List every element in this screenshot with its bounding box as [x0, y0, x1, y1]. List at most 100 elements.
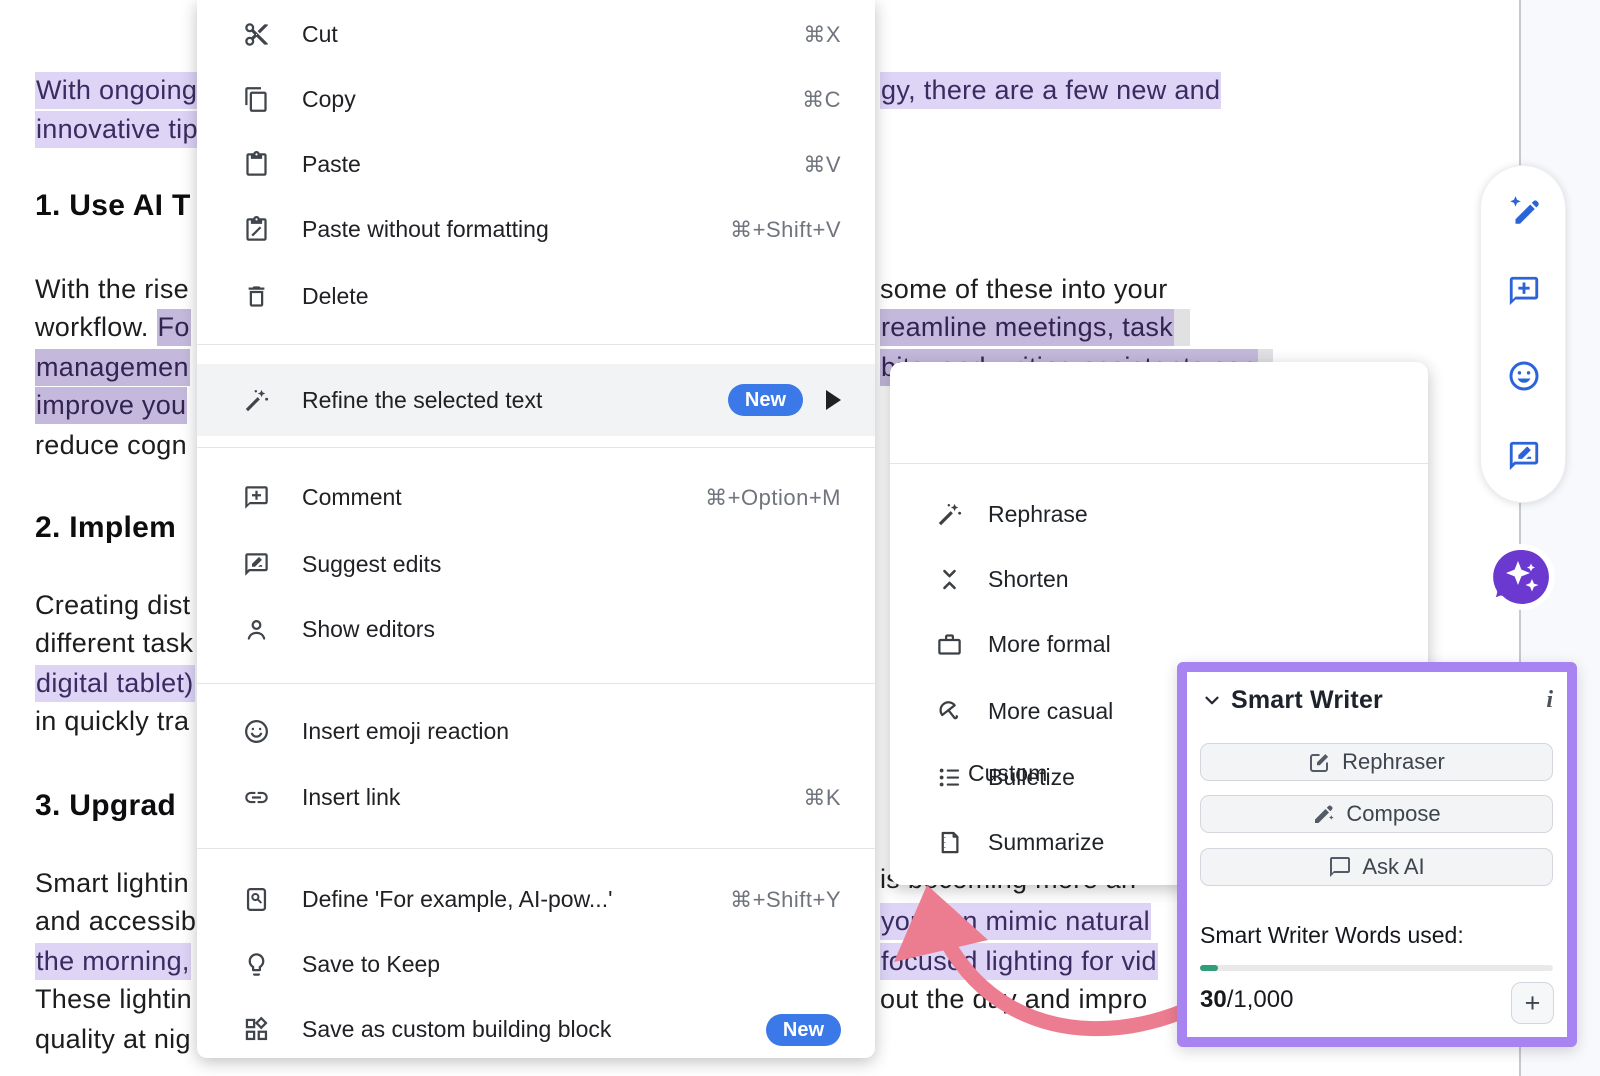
menu-item-show-editors[interactable]: Show editors	[197, 597, 875, 662]
submenu-item-label: Shorten	[988, 566, 1069, 592]
page-edge-line	[1519, 0, 1521, 1076]
menu-item-label: Copy	[302, 86, 356, 112]
menu-item-define[interactable]: Define 'For example, AI-pow...' ⌘+Shift+…	[197, 867, 875, 932]
menu-item-save-as-building-block[interactable]: Save as custom building block New	[197, 997, 875, 1062]
smart-writer-extension-bubble[interactable]	[1483, 539, 1561, 617]
magic-pen-icon[interactable]	[1507, 194, 1541, 228]
menu-item-label: Refine the selected text	[302, 386, 543, 413]
selection-tail	[1174, 309, 1190, 346]
words-used-label: Smart Writer Words used:	[1200, 922, 1464, 948]
add-comment-icon[interactable]	[1507, 274, 1541, 308]
submenu-item-summarize[interactable]: Summarize	[890, 810, 1428, 875]
rephraser-button[interactable]: Rephraser	[1200, 743, 1553, 781]
menu-shortcut: ⌘+Shift+V	[730, 216, 841, 242]
button-label: Ask AI	[1362, 854, 1425, 879]
emoji-icon[interactable]	[1507, 359, 1541, 393]
doc-text-line: focused lighting for vid	[880, 942, 1158, 981]
menu-item-insert-link[interactable]: Insert link ⌘K	[197, 765, 875, 830]
menu-item-delete[interactable]: Delete	[197, 264, 875, 329]
doc-text-line: quality at nig	[35, 1024, 191, 1054]
submenu-item-more-casual[interactable]: More casual	[890, 679, 1428, 744]
submenu-item-label: Summarize	[988, 829, 1105, 855]
pen-sparkle-icon	[1312, 802, 1336, 826]
doc-text-line: and accessib	[35, 906, 197, 936]
magic-wand-icon	[243, 387, 270, 414]
submenu-arrow-icon	[826, 390, 841, 410]
submenu-item-label: Rephrase	[988, 501, 1088, 527]
menu-item-label: Save to Keep	[302, 951, 441, 977]
bulleted-list-icon	[936, 764, 963, 791]
doc-text-line: innovative tip	[35, 110, 199, 149]
menu-item-insert-emoji-reaction[interactable]: Insert emoji reaction	[197, 699, 875, 764]
menu-shortcut: ⌘V	[803, 151, 841, 177]
umbrella-icon	[936, 698, 963, 725]
smart-writer-panel: Smart Writer i Rephraser Compose Ask AI …	[1177, 662, 1577, 1047]
paste-icon	[243, 151, 270, 178]
ask-ai-button[interactable]: Ask AI	[1200, 848, 1553, 886]
submenu-item-shorten[interactable]: Shorten	[890, 547, 1428, 612]
menu-item-refine-selected-text[interactable]: Refine the selected text New	[197, 364, 875, 436]
words-used-value: 30	[1200, 986, 1227, 1013]
info-icon[interactable]: i	[1546, 686, 1553, 713]
menu-item-paste[interactable]: Paste ⌘V	[197, 132, 875, 197]
menu-item-save-to-keep[interactable]: Save to Keep	[197, 932, 875, 997]
doc-text-line: different task	[35, 628, 194, 658]
menu-item-label: Delete	[302, 283, 369, 309]
submenu-item-custom[interactable]: Custom	[890, 741, 1428, 806]
menu-item-cut[interactable]: Cut ⌘X	[197, 2, 875, 67]
submenu-item-label: Bulletize	[988, 764, 1075, 790]
menu-shortcut: ⌘+Shift+Y	[730, 886, 841, 912]
person-icon	[243, 616, 270, 643]
scissors-icon	[243, 21, 270, 48]
doc-text-line: These lightin	[35, 984, 192, 1014]
button-label: Compose	[1346, 801, 1441, 826]
chat-bubble-icon	[1328, 855, 1352, 879]
smart-writer-header: Smart Writer i	[1201, 684, 1553, 716]
menu-item-label: Paste	[302, 151, 361, 177]
submenu-divider	[890, 463, 1428, 464]
paste-without-formatting-icon	[243, 216, 270, 243]
submenu-item-rephrase[interactable]: Rephrase	[890, 482, 1428, 547]
new-badge: New	[727, 384, 803, 416]
lightbulb-icon	[243, 951, 270, 978]
words-counter: 30/1,000	[1200, 986, 1293, 1014]
link-icon	[243, 784, 270, 811]
submenu-item-more-formal[interactable]: More formal	[890, 612, 1428, 677]
menu-item-copy[interactable]: Copy ⌘C	[197, 67, 875, 132]
doc-text-line: out the day and impro	[880, 984, 1148, 1014]
menu-shortcut: ⌘+Option+M	[705, 484, 841, 510]
submenu-item-label: More formal	[988, 631, 1111, 657]
trash-icon	[243, 283, 270, 310]
doc-text-line: managemen	[35, 348, 190, 387]
dictionary-icon	[243, 886, 270, 913]
menu-item-comment[interactable]: Comment ⌘+Option+M	[197, 465, 875, 530]
edit-square-icon	[1308, 750, 1332, 774]
doc-text-line: Smart lightin	[35, 868, 189, 898]
context-menu: Cut ⌘X Copy ⌘C Paste ⌘V Paste without fo…	[197, 0, 875, 1058]
menu-item-label: Insert link	[302, 784, 401, 810]
button-label: Rephraser	[1342, 749, 1445, 774]
note-icon	[936, 829, 963, 856]
doc-text-line: workflow. Fo	[35, 308, 191, 347]
doc-text-line: digital tablet)	[35, 664, 195, 703]
compose-button[interactable]: Compose	[1200, 795, 1553, 833]
doc-text-line: the morning,	[35, 942, 191, 981]
menu-divider	[197, 683, 875, 684]
chevron-down-icon[interactable]	[1201, 689, 1223, 711]
menu-item-label: Suggest edits	[302, 551, 442, 577]
copy-icon	[243, 86, 270, 113]
emoji-icon	[243, 718, 270, 745]
compress-icon	[936, 566, 963, 593]
menu-item-suggest-edits[interactable]: Suggest edits	[197, 532, 875, 597]
menu-shortcut: ⌘X	[803, 21, 841, 47]
add-words-button[interactable]: +	[1511, 982, 1554, 1024]
suggest-edits-icon[interactable]	[1507, 439, 1541, 473]
new-badge: New	[765, 1013, 841, 1046]
menu-item-paste-without-formatting[interactable]: Paste without formatting ⌘+Shift+V	[197, 197, 875, 262]
doc-heading: 1. Use AI T	[35, 189, 191, 222]
menu-divider	[197, 447, 875, 448]
submenu-item-bulletize[interactable]: Bulletize	[890, 745, 1428, 810]
doc-text-line: reduce cogn	[35, 430, 187, 460]
magic-wand-icon	[936, 501, 963, 528]
briefcase-icon	[936, 631, 963, 658]
